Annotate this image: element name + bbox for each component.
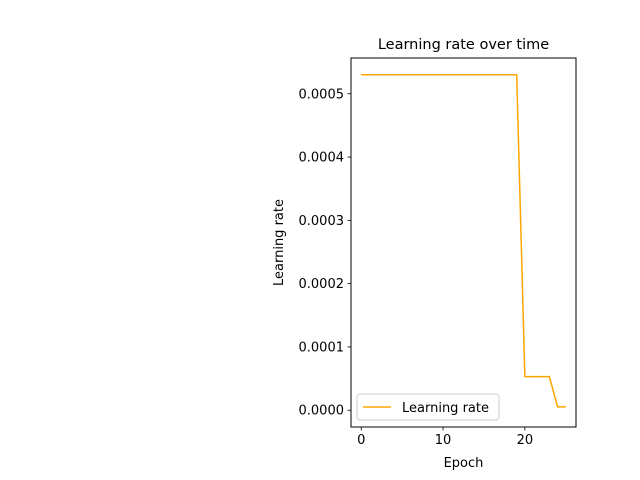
axis-ticks: 0 10 20 0.0000 0.0001 0.0002 0.0003 0.0004 0.000… bbox=[299, 87, 534, 448]
y-tick-label: 0.0003 bbox=[299, 214, 345, 229]
legend-frame bbox=[356, 393, 500, 421]
x-tick-label: 20 bbox=[517, 433, 534, 448]
legend-entry-label: Learning rate bbox=[402, 401, 489, 416]
y-tick-label: 0.0002 bbox=[299, 277, 345, 292]
y-axis-label: Learning rate bbox=[272, 199, 287, 286]
plot-area bbox=[351, 58, 576, 427]
y-tick-label: 0.0001 bbox=[299, 340, 345, 355]
y-tick-label: 0.0005 bbox=[299, 87, 345, 102]
x-tick-label: 0 bbox=[357, 433, 365, 448]
plot-frame bbox=[350, 57, 577, 428]
legend: Learning rate bbox=[356, 393, 500, 421]
y-tick-label: 0.0004 bbox=[299, 151, 345, 166]
x-tick-label: 10 bbox=[435, 433, 452, 448]
series-line-learning-rate bbox=[361, 74, 566, 408]
y-tick-label: 0.0000 bbox=[299, 404, 345, 419]
chart-title: Learning rate over time bbox=[378, 37, 549, 53]
series-layer bbox=[361, 74, 566, 408]
x-axis-label: Epoch bbox=[444, 456, 484, 471]
